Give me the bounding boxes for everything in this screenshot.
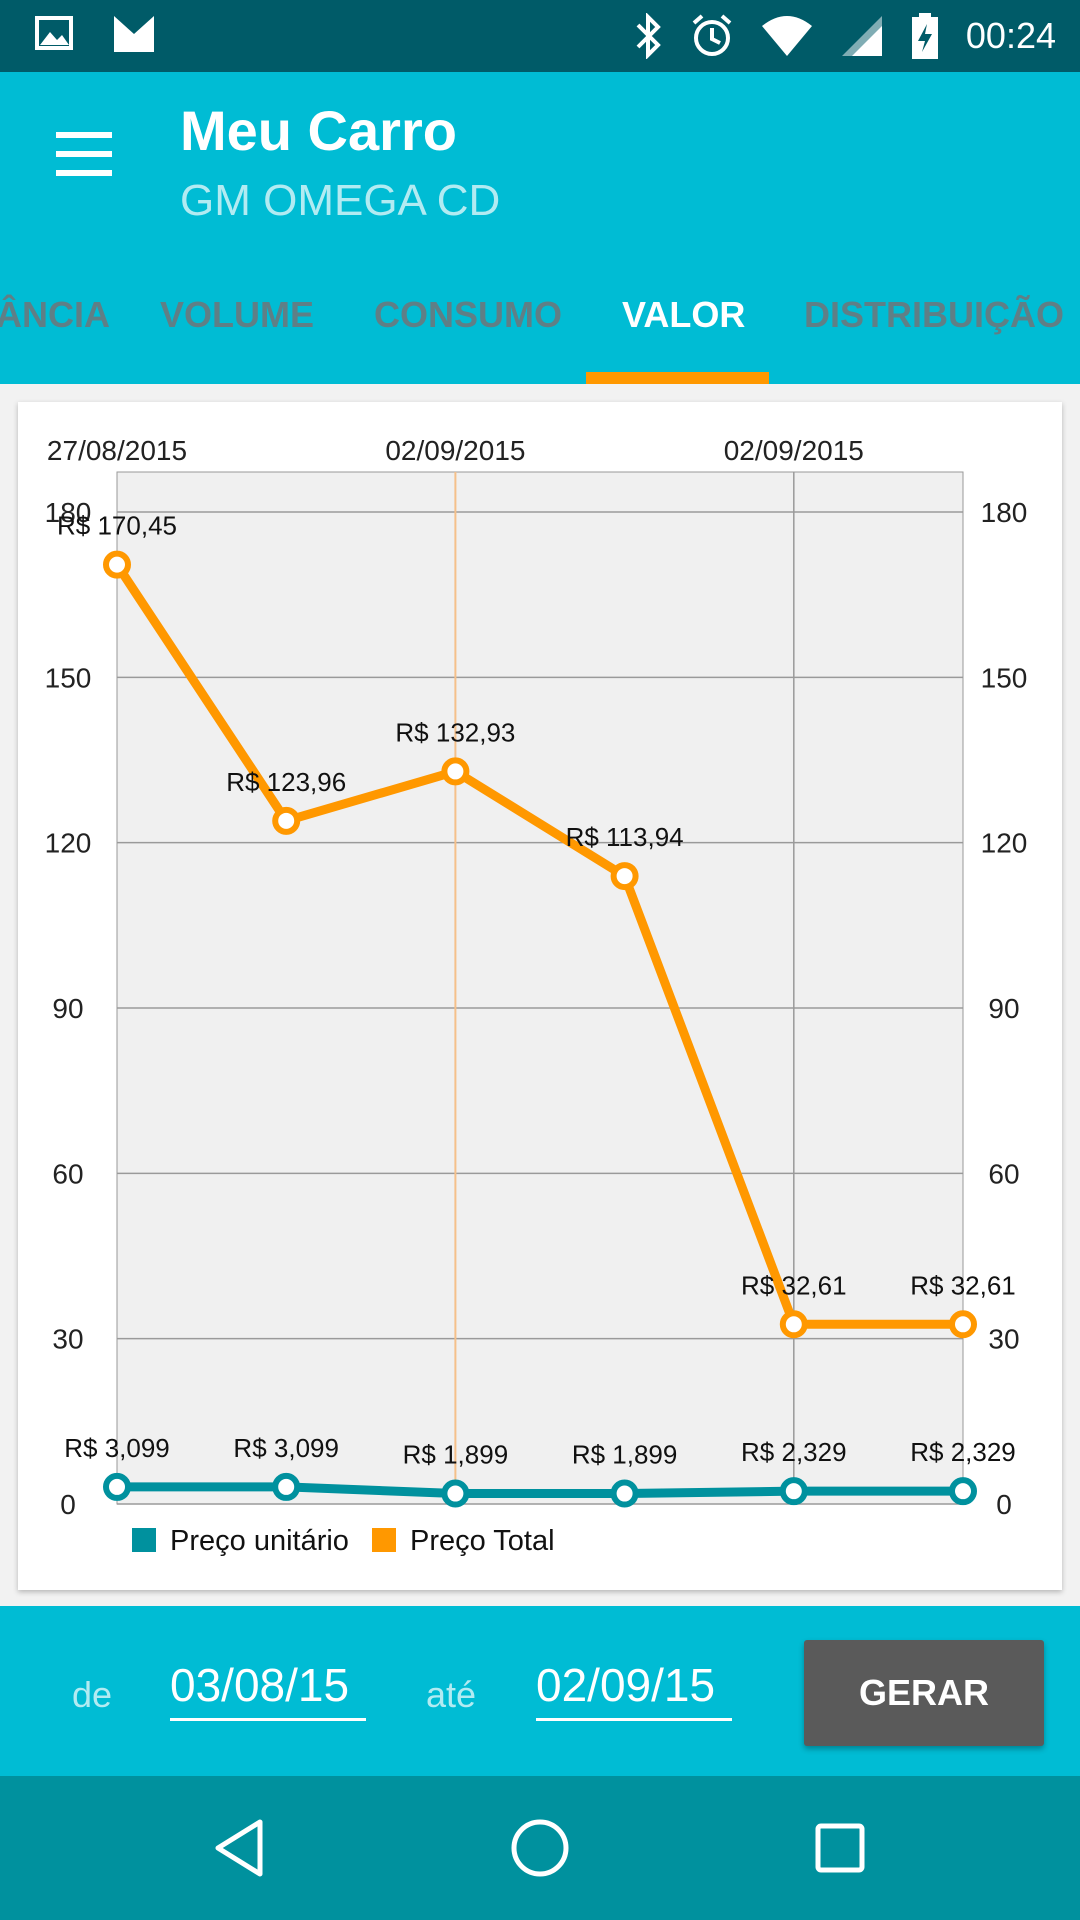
status-bar: 00:24	[0, 0, 1080, 72]
data-label: R$ 1,899	[403, 1440, 509, 1470]
tab-valor[interactable]: VALOR	[622, 294, 746, 335]
from-date-field[interactable]: 03/08/15	[170, 1658, 366, 1721]
legend-swatch	[372, 1528, 396, 1552]
data-point	[779, 1477, 808, 1506]
data-point	[272, 1472, 301, 1501]
back-icon[interactable]	[210, 1816, 274, 1880]
battery-charging-icon	[911, 13, 938, 59]
data-point	[779, 1310, 808, 1339]
tab-consumo[interactable]: CONSUMO	[374, 294, 562, 335]
data-point	[610, 862, 639, 891]
y-tick-right: 120	[981, 828, 1028, 859]
data-label: R$ 113,94	[566, 822, 684, 852]
data-label: R$ 32,61	[910, 1270, 1016, 1300]
date-filter-panel: de 03/08/15 até 02/09/15 GERAR	[0, 1606, 1080, 1776]
data-label: R$ 3,099	[233, 1433, 339, 1463]
legend-label: Preço unitário	[170, 1525, 349, 1557]
data-point	[272, 806, 301, 835]
to-date-field[interactable]: 02/09/15	[536, 1658, 732, 1721]
to-label: até	[426, 1674, 477, 1715]
y-tick-right: 180	[981, 497, 1028, 528]
tab-volume[interactable]: VOLUME	[160, 294, 315, 335]
y-tick-left: 30	[52, 1324, 83, 1355]
chart-card: 0 0 30 30 60 60 90 90 120 120 150 150 180 180 27/08/20…	[18, 402, 1062, 1590]
recents-icon[interactable]	[808, 1816, 872, 1880]
app-toolbar: Meu Carro GM OMEGA CD	[0, 72, 1080, 272]
value-chart: 0 0 30 30 60 60 90 90 120 120 150 150 180 180 27/08/20…	[45, 435, 1028, 1557]
tab-distribuicao[interactable]: DISTRIBUIÇÃO	[804, 294, 1064, 335]
bluetooth-icon	[636, 13, 661, 59]
series-line-total-price	[113, 562, 963, 1329]
y-tick-left: 120	[45, 828, 92, 859]
data-label: R$ 2,329	[910, 1437, 1016, 1467]
data-point	[441, 1479, 470, 1508]
home-icon[interactable]	[508, 1816, 572, 1880]
x-date-label: 27/08/2015	[47, 435, 187, 466]
data-label: R$ 3,099	[64, 1433, 170, 1463]
data-label: R$ 132,93	[395, 717, 515, 747]
series-line-unit-price	[117, 1482, 963, 1499]
active-tab-indicator	[586, 372, 769, 384]
data-label: R$ 32,61	[741, 1270, 847, 1300]
y-tick-left: 0	[60, 1489, 76, 1520]
signal-icon	[841, 16, 882, 56]
data-label: R$ 2,329	[741, 1437, 847, 1467]
generate-button[interactable]: GERAR	[804, 1640, 1044, 1746]
x-date-label: 02/09/2015	[724, 435, 864, 466]
y-tick-right: 90	[988, 993, 1019, 1024]
y-tick-left: 150	[45, 662, 92, 693]
y-tick-right: 0	[996, 1489, 1012, 1520]
data-point	[103, 550, 131, 579]
data-point	[949, 1477, 977, 1506]
navigation-bar	[0, 1776, 1080, 1920]
x-date-label: 02/09/2015	[385, 435, 525, 466]
y-tick-right: 150	[981, 662, 1028, 693]
from-label: de	[72, 1674, 113, 1715]
y-tick-right: 60	[988, 1158, 1019, 1189]
y-tick-right: 30	[988, 1324, 1019, 1355]
data-point	[949, 1310, 977, 1339]
page-title: Meu Carro	[180, 99, 457, 162]
alarm-icon	[692, 14, 732, 56]
y-tick-left: 60	[52, 1158, 83, 1189]
status-time: 00:24	[965, 15, 1056, 56]
wifi-icon	[761, 16, 812, 56]
tab-bar: ÂNCIA VOLUME CONSUMO VALOR DISTRIBUIÇÃO	[0, 272, 1080, 384]
y-tick-left: 180	[45, 497, 92, 528]
data-label: R$ 170,45	[57, 511, 177, 541]
data-point	[103, 1472, 131, 1501]
image-icon	[35, 16, 73, 50]
page-subtitle: GM OMEGA CD	[180, 176, 501, 225]
plot-area	[116, 471, 964, 1505]
legend-swatch	[132, 1528, 156, 1552]
data-label: R$ 1,899	[572, 1440, 678, 1470]
data-point	[610, 1479, 639, 1508]
data-label: R$ 123,96	[226, 767, 346, 797]
menu-icon[interactable]	[52, 124, 116, 184]
legend-label: Preço Total	[410, 1525, 555, 1557]
tab-distancia[interactable]: ÂNCIA	[0, 294, 110, 335]
data-point	[441, 757, 470, 786]
y-tick-left: 90	[52, 993, 83, 1024]
gmail-icon	[114, 16, 154, 52]
